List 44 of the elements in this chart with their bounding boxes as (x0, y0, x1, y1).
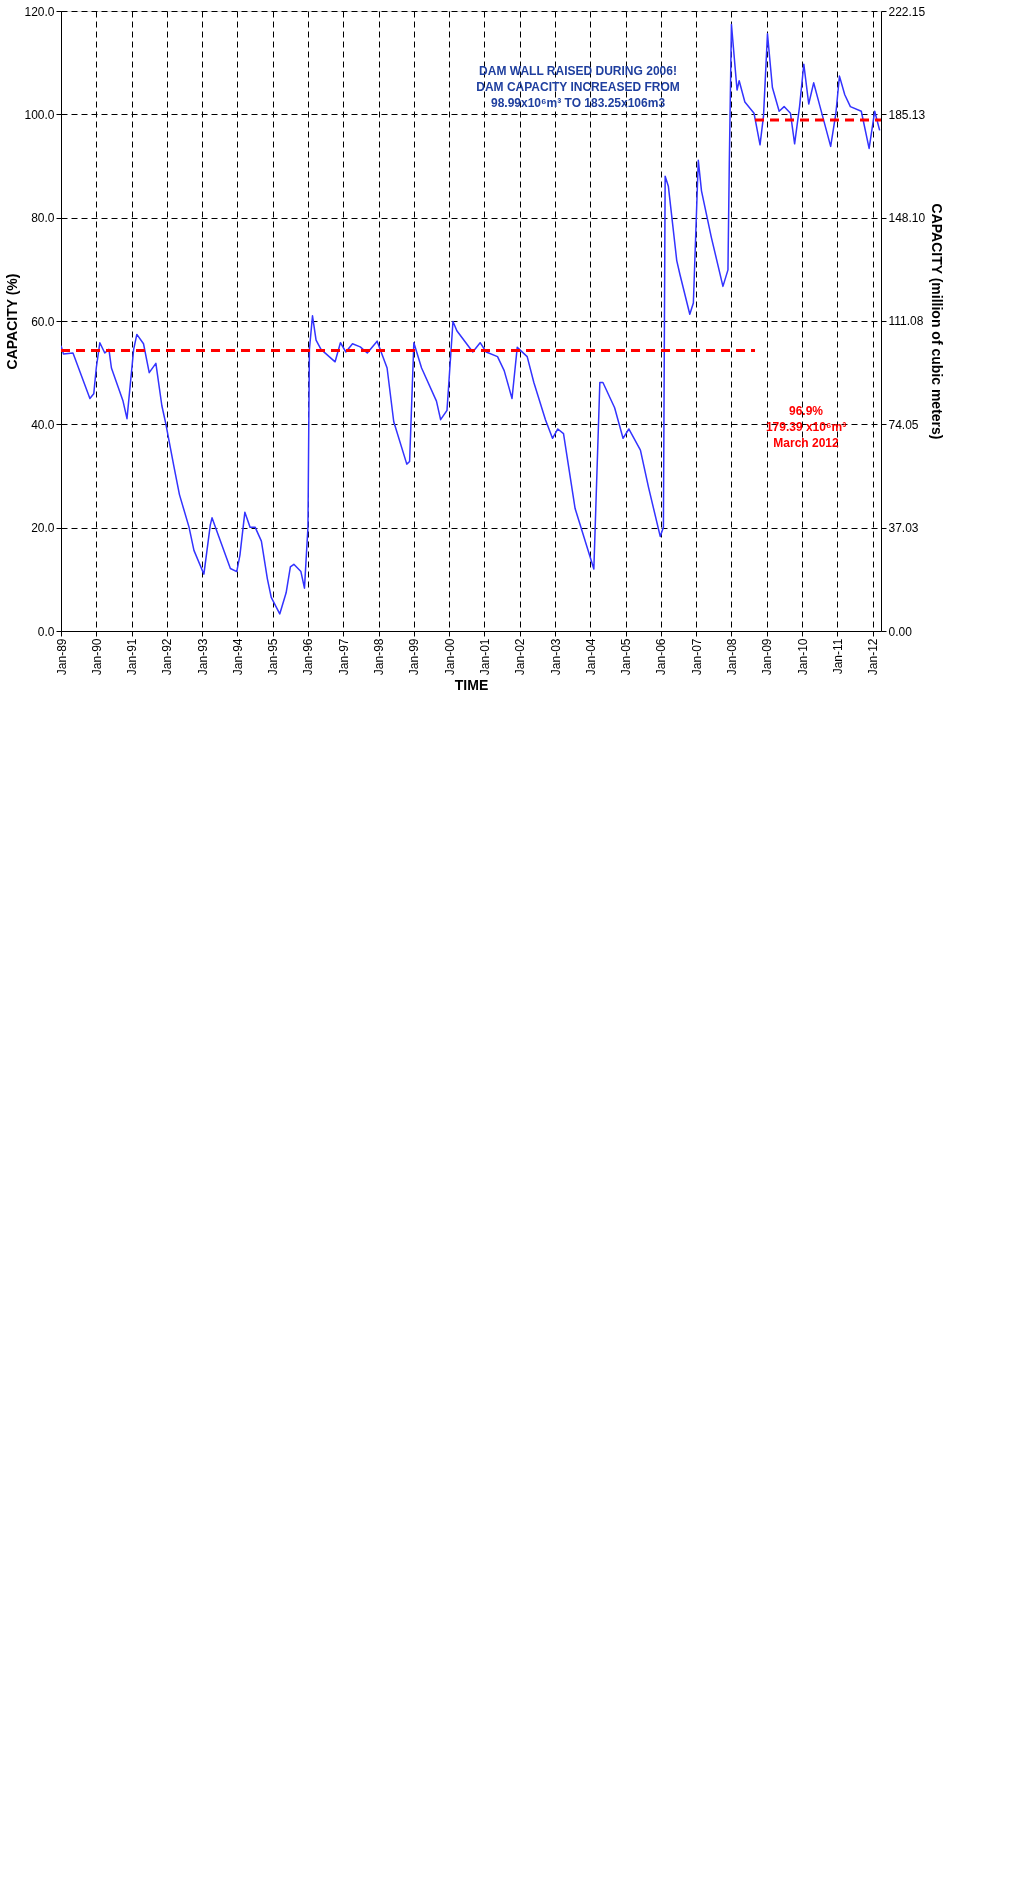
x-tick-label: Jan-09 (760, 638, 775, 676)
y-tick-label: 0.0 (37, 624, 55, 639)
annotation: 96.9% 179.39 x10⁶m³ March 2012 (765, 404, 847, 450)
x-tick-label: Jan-03 (548, 638, 563, 676)
x-tick-label: Jan-10 (795, 638, 810, 676)
x-tick-label: Jan-96 (301, 638, 316, 676)
x-tick-label: Jan-08 (724, 638, 739, 676)
x-axis-title: TIME (454, 677, 489, 694)
y2-axis-title: CAPACITY (million of cubic meters) (929, 203, 946, 440)
y2-tick-label: 0.00 (888, 624, 913, 639)
y-tick-label: 120.0 (24, 4, 55, 19)
y2-tick-label: 185.13 (888, 107, 926, 122)
x-tick-label: Jan-89 (54, 638, 69, 676)
y-axis-title: CAPACITY (%) (4, 273, 21, 370)
y-tick-label: 40.0 (31, 417, 55, 432)
x-tick-label: Jan-91 (125, 638, 140, 676)
x-tick-label: Jan-97 (336, 638, 351, 676)
x-tick-label: Jan-94 (230, 638, 245, 676)
x-tick-label: Jan-05 (619, 638, 634, 676)
x-tick-label: Jan-04 (583, 638, 598, 676)
annotation: DAM WALL RAISED DURING 2006! DAM CAPACITY INCREASED FROM 98.99x10⁶m³ TO 183.25x106m3 (476, 64, 680, 110)
y-tick-label: 100.0 (24, 107, 55, 122)
x-tick-label: Jan-06 (654, 638, 669, 676)
x-tick-label: Jan-12 (866, 638, 881, 676)
x-tick-label: Jan-11 (830, 638, 845, 675)
x-tick-label: Jan-01 (477, 638, 492, 676)
y2-tick-label: 148.10 (888, 211, 926, 226)
x-tick-label: Jan-98 (372, 638, 387, 676)
x-tick-label: Jan-90 (89, 638, 104, 676)
y-tick-label: 60.0 (31, 314, 55, 329)
line-series (61, 23, 881, 615)
x-tick-label: Jan-99 (407, 638, 422, 676)
y-tick-label: 20.0 (31, 521, 55, 536)
y2-tick-label: 74.05 (888, 417, 919, 432)
x-tick-label: Jan-92 (160, 638, 175, 676)
x-tick-label: Jan-02 (513, 638, 528, 676)
x-tick-label: Jan-07 (689, 638, 704, 676)
y2-tick-label: 222.15 (888, 4, 926, 19)
y2-tick-label: 37.03 (888, 521, 919, 536)
y2-tick-label: 111.08 (888, 314, 924, 329)
x-tick-label: Jan-95 (266, 638, 281, 676)
x-tick-label: Jan-93 (195, 638, 210, 676)
y-tick-label: 80.0 (31, 211, 55, 226)
x-tick-label: Jan-00 (442, 638, 457, 676)
